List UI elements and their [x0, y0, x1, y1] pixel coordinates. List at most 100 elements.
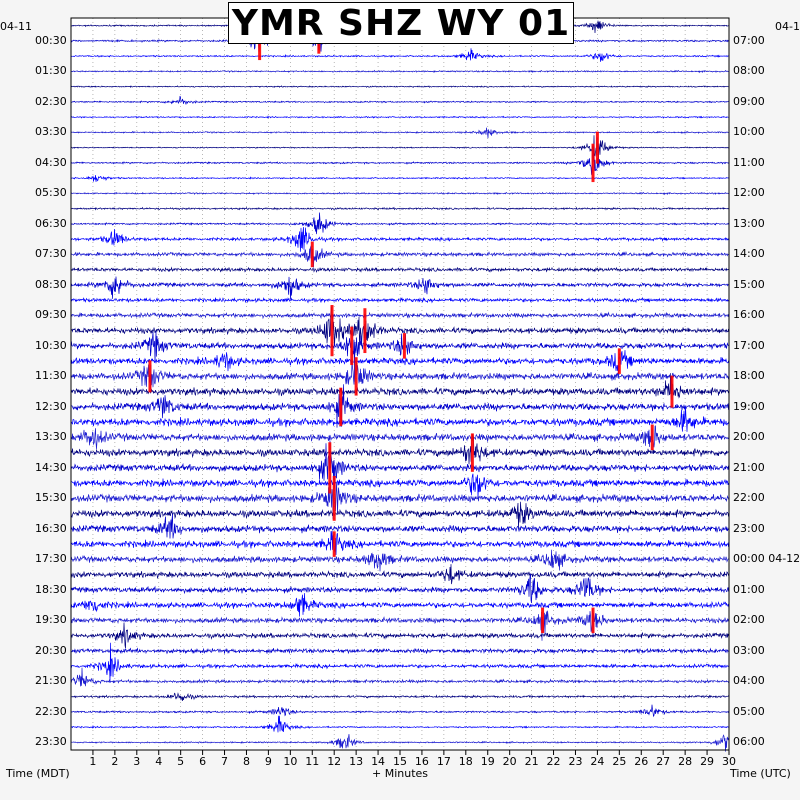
- plot-area: [71, 18, 729, 750]
- trace-line: [70, 384, 730, 428]
- right-time-label: 13:00: [733, 216, 765, 230]
- x-tick-label: 15: [393, 755, 407, 768]
- left-time-label: 17:30: [35, 552, 67, 566]
- left-time-label: 09:30: [35, 308, 67, 322]
- left-time-label: 16:30: [35, 521, 67, 535]
- left-axis-label: Time (MDT): [6, 767, 70, 780]
- trace-line: [70, 175, 730, 182]
- trace-line: [70, 143, 730, 176]
- right-time-label: 18:00: [733, 369, 765, 383]
- trace-line: [70, 473, 730, 500]
- right-time-label: 09:00: [733, 94, 765, 108]
- x-tick-label: 10: [283, 755, 297, 768]
- right-time-label: 22:00: [733, 491, 765, 505]
- right-time-label: 15:00: [733, 277, 765, 291]
- left-time-label: 04:30: [35, 155, 67, 169]
- clip-marker: [339, 387, 343, 427]
- right-time-label: 23:00: [733, 521, 765, 535]
- clip-marker: [650, 424, 654, 451]
- trace-line: [70, 501, 730, 530]
- left-time-label: 07:30: [35, 247, 67, 261]
- x-tick-label: 13: [349, 755, 363, 768]
- trace-line: [70, 373, 730, 400]
- right-time-label: 01:00: [733, 582, 765, 596]
- x-tick-label: 7: [221, 755, 228, 768]
- right-time-label: 05:00: [733, 704, 765, 718]
- right-time-label: 14:00: [733, 247, 765, 261]
- clip-marker: [354, 357, 358, 396]
- clip-marker: [350, 326, 354, 366]
- trace-line: [70, 245, 730, 268]
- x-axis-ticks: 1 2 3 4 5 6 7 8 9 10 11 12 13 14 15 16 17 18 19 20 21 22 23 24 2…: [89, 750, 736, 768]
- trace-line: [70, 48, 730, 62]
- trace-line: [70, 434, 730, 465]
- x-tick-label: 2: [111, 755, 118, 768]
- right-time-label: 11:00: [733, 155, 765, 169]
- x-tick-label: 16: [415, 755, 429, 768]
- trace-line: [70, 642, 729, 684]
- x-tick-label: 17: [437, 755, 451, 768]
- clip-marker: [541, 607, 545, 634]
- clip-marker: [148, 360, 152, 393]
- x-tick-label: 19: [481, 755, 495, 768]
- x-tick-label: 11: [305, 755, 319, 768]
- left-time-label: 06:30: [35, 216, 67, 230]
- left-time-label: 12:30: [35, 399, 67, 413]
- x-tick-label: 8: [243, 755, 250, 768]
- right-time-label: 21:00: [733, 460, 765, 474]
- right-time-label: 17:00: [733, 338, 765, 352]
- left-time-label: 14:30: [35, 460, 67, 474]
- trace-line: [70, 692, 730, 702]
- trace-line: [70, 212, 730, 235]
- x-tick-label: 1: [89, 755, 96, 768]
- station-title-box: YMR SHZ WY 01: [228, 2, 574, 44]
- trace-line: [70, 359, 730, 390]
- right-time-label: 19:00: [733, 399, 765, 413]
- trace-line: [70, 549, 730, 572]
- trace-line: [70, 296, 730, 304]
- right-time-label: 16:00: [733, 308, 765, 322]
- trace-line: [70, 127, 730, 139]
- right-time-label: 20:00: [733, 430, 765, 444]
- trace-line: [70, 266, 730, 273]
- trace-line: [70, 468, 730, 520]
- clip-marker: [363, 308, 367, 354]
- station-title: YMR SHZ WY 01: [231, 2, 571, 44]
- trace-line: [70, 227, 730, 252]
- trace-line: [70, 206, 730, 211]
- x-tick-label: 29: [700, 755, 714, 768]
- left-time-label: 18:30: [35, 582, 67, 596]
- trace-line: [71, 573, 730, 603]
- x-tick-label: 20: [503, 755, 517, 768]
- x-tick-label: 18: [459, 755, 473, 768]
- x-tick-label: 25: [612, 755, 626, 768]
- clip-marker: [402, 333, 406, 359]
- x-tick-label: 30: [722, 755, 736, 768]
- trace-line: [70, 647, 730, 655]
- trace-line: [70, 405, 730, 432]
- x-tick-label: 24: [590, 755, 604, 768]
- trace-line: [70, 734, 730, 752]
- clip-marker: [332, 531, 336, 557]
- clip-marker: [310, 241, 314, 268]
- trace-line: [70, 530, 730, 556]
- trace-line: [70, 115, 730, 119]
- left-time-label: 02:30: [35, 94, 67, 108]
- trace-line: [70, 95, 730, 105]
- trace-line: [70, 135, 729, 161]
- left-time-label: 01:30: [35, 64, 67, 78]
- clip-marker: [670, 375, 674, 408]
- left-time-label: 00:30: [35, 33, 67, 47]
- clip-marker: [591, 607, 595, 634]
- right-time-label: 10:00: [733, 125, 765, 139]
- x-tick-label: 23: [568, 755, 582, 768]
- trace-line: [70, 593, 730, 617]
- trace-line: [70, 276, 730, 300]
- left-time-label: 22:30: [35, 704, 67, 718]
- trace-line: [70, 306, 730, 347]
- trace-line: [70, 440, 730, 481]
- right-time-label: 08:00: [733, 64, 765, 78]
- trace-line: [70, 331, 729, 369]
- trace-line: [70, 564, 730, 585]
- x-tick-label: 6: [199, 755, 206, 768]
